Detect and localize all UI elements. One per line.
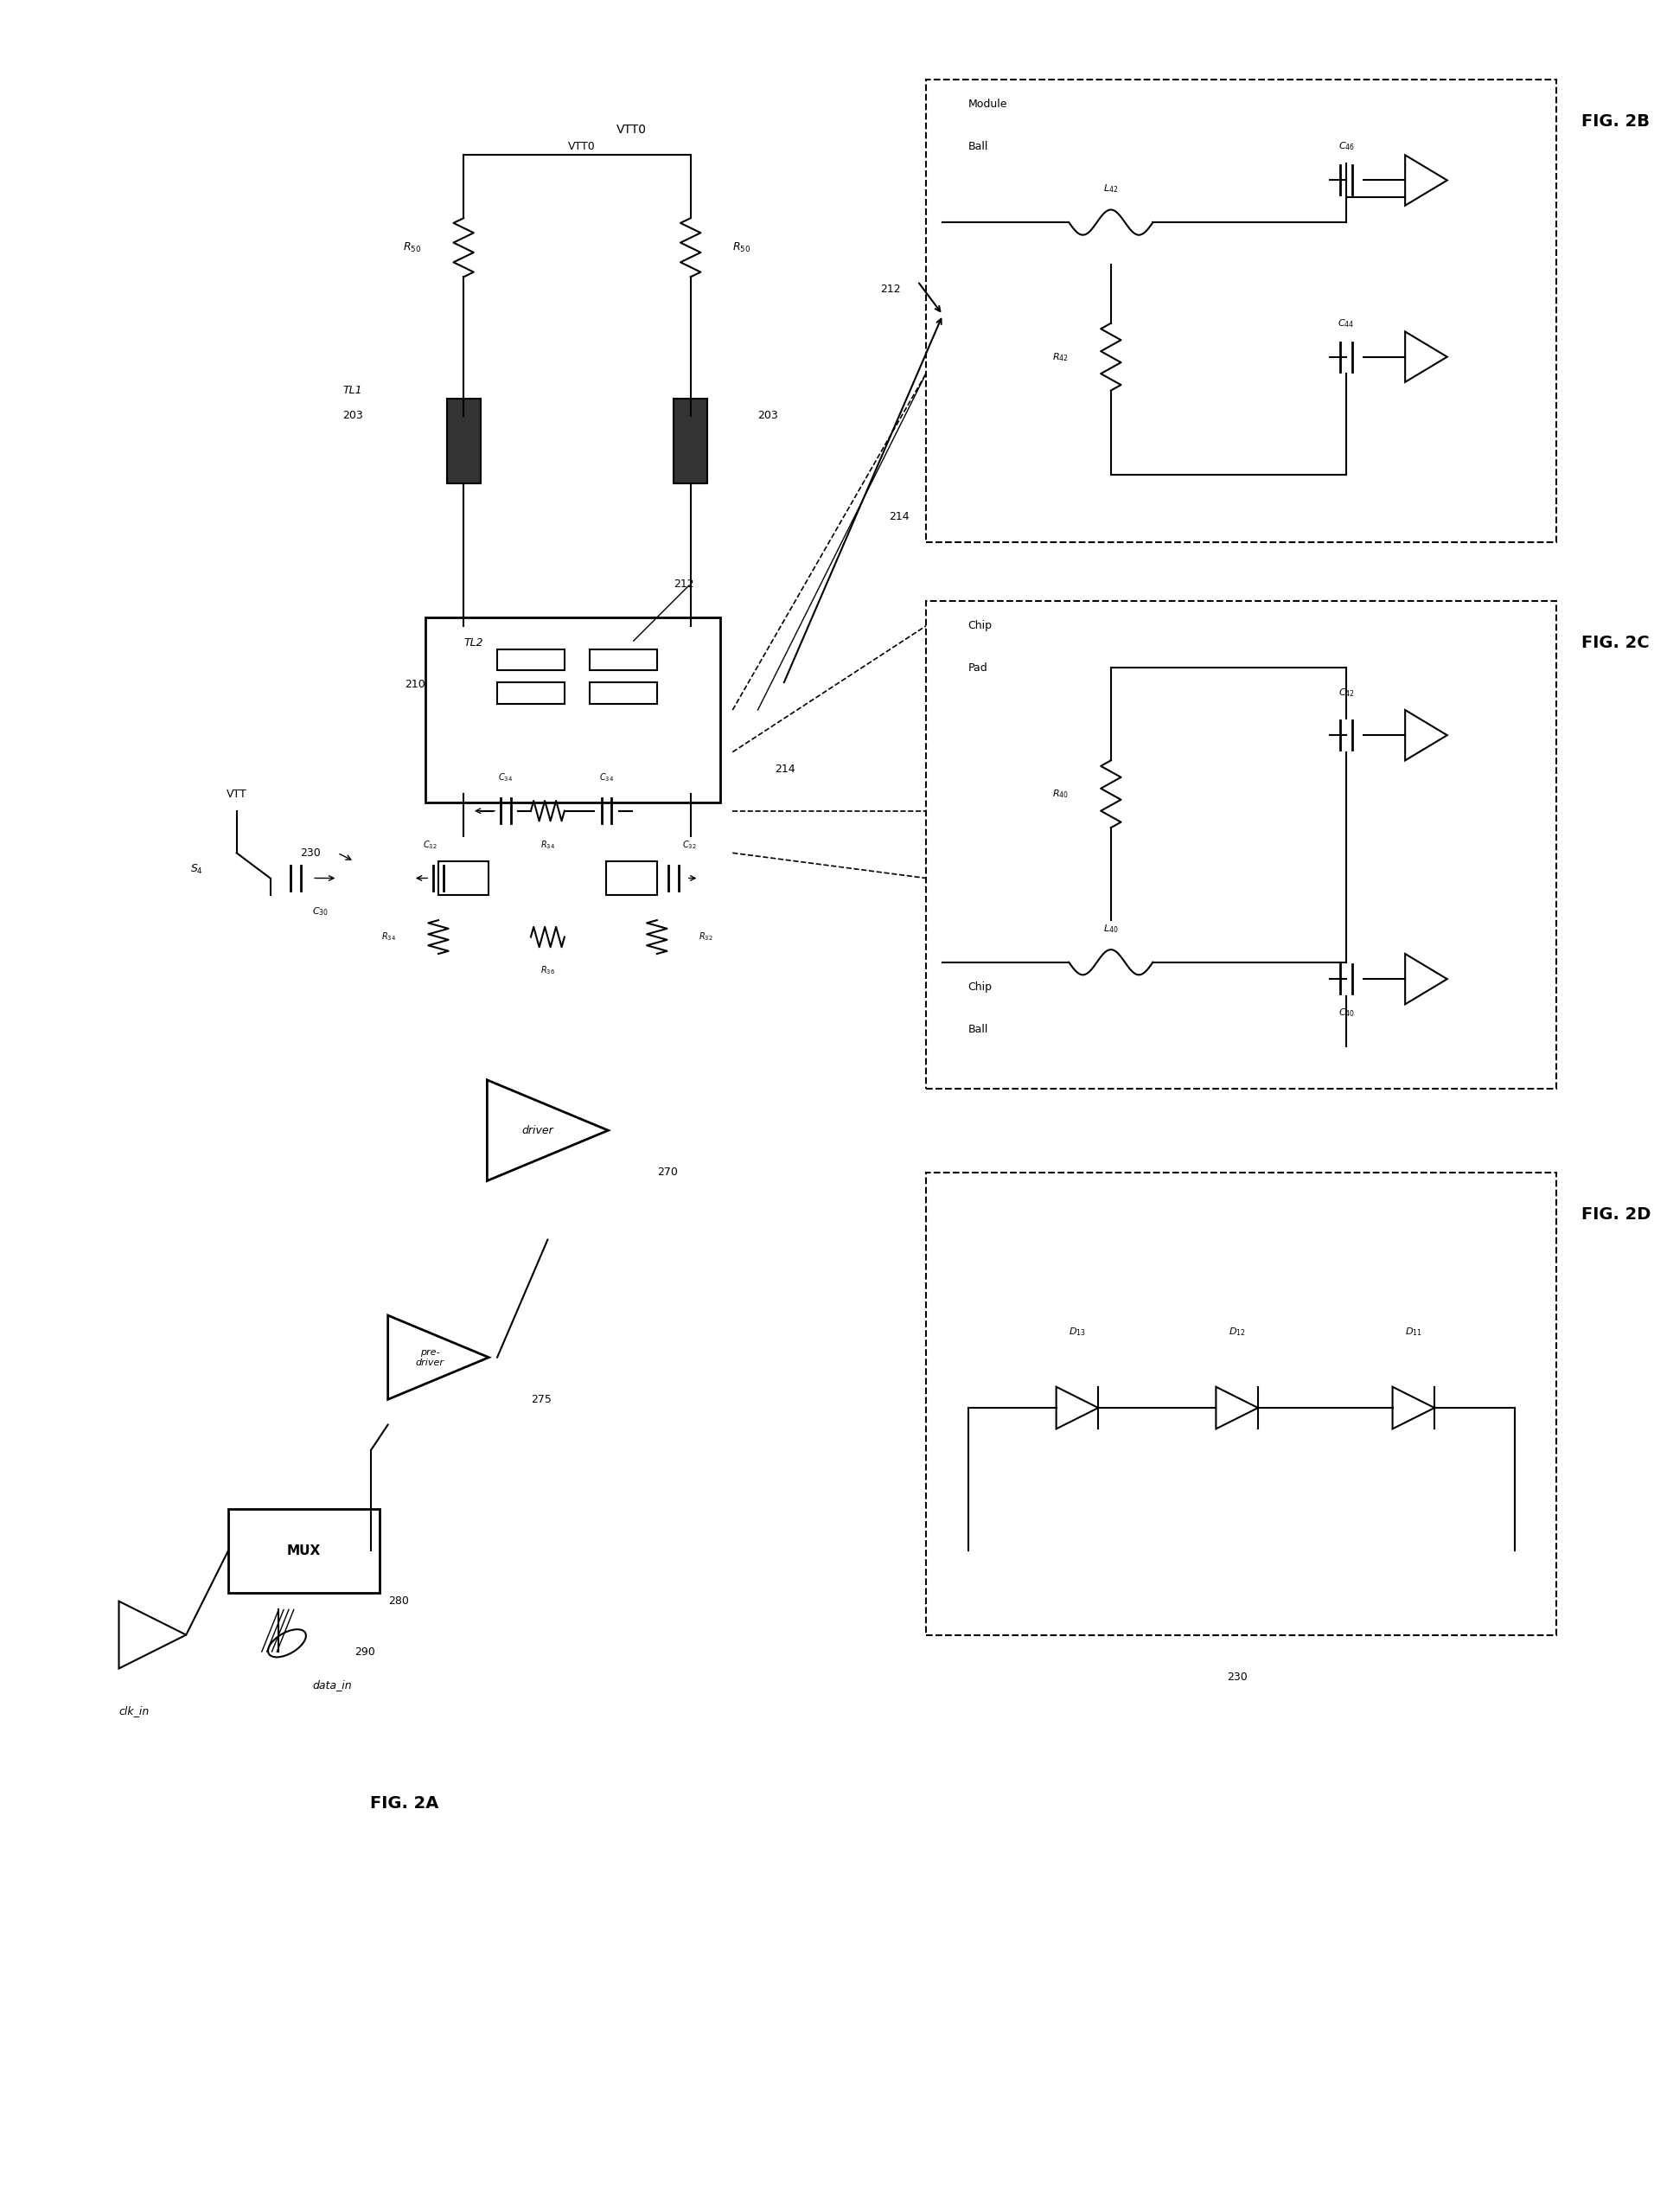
Text: MUX: MUX (286, 1544, 321, 1557)
Bar (926, 80, 1556, 542)
Text: $R_{50}$: $R_{50}$ (733, 241, 751, 254)
Polygon shape (1393, 1387, 1434, 1429)
Text: driver: driver (521, 1124, 554, 1137)
Text: $C_{32}$: $C_{32}$ (681, 838, 696, 849)
Text: 290: 290 (354, 1646, 375, 1657)
Text: FIG. 2C: FIG. 2C (1581, 635, 1649, 650)
Bar (673, 398, 708, 482)
Text: clk_in: clk_in (119, 1705, 149, 1717)
Text: Module: Module (968, 100, 1007, 111)
Bar (498, 648, 564, 670)
Polygon shape (1406, 155, 1447, 206)
Text: FIG. 2A: FIG. 2A (370, 1794, 438, 1812)
Text: 210: 210 (405, 679, 425, 690)
Text: $R_{42}$: $R_{42}$ (1052, 352, 1068, 363)
Text: $D_{13}$: $D_{13}$ (1068, 1327, 1085, 1338)
Text: 212: 212 (880, 283, 901, 294)
Bar (438, 860, 490, 896)
Bar (590, 684, 657, 703)
Text: 212: 212 (673, 577, 695, 588)
Text: 275: 275 (531, 1394, 551, 1405)
Text: Ball: Ball (968, 1024, 987, 1035)
Text: $C_{42}$: $C_{42}$ (1338, 688, 1355, 699)
Bar (498, 684, 564, 703)
Text: Ball: Ball (968, 142, 987, 153)
Text: Chip: Chip (968, 619, 992, 630)
Text: data_in: data_in (313, 1679, 352, 1690)
Text: $D_{11}$: $D_{11}$ (1404, 1327, 1422, 1338)
Text: 203: 203 (758, 409, 779, 420)
Text: $R_{50}$: $R_{50}$ (404, 241, 422, 254)
Text: $C_{30}$: $C_{30}$ (313, 905, 329, 918)
Text: $S_4$: $S_4$ (190, 863, 203, 876)
Text: TL1: TL1 (342, 385, 362, 396)
Text: Chip: Chip (968, 982, 992, 993)
Text: 214: 214 (888, 511, 910, 522)
Text: FIG. 2D: FIG. 2D (1581, 1206, 1651, 1223)
Text: $C_{40}$: $C_{40}$ (1338, 1006, 1355, 1020)
Bar (447, 398, 480, 482)
Text: $R_{34}$: $R_{34}$ (541, 838, 556, 849)
Text: $L_{42}$: $L_{42}$ (1103, 184, 1118, 195)
Text: VTT0: VTT0 (567, 142, 595, 153)
Polygon shape (1216, 1387, 1259, 1429)
Text: pre-
driver: pre- driver (415, 1347, 445, 1367)
Text: $C_{34}$: $C_{34}$ (599, 772, 614, 783)
Text: 230: 230 (299, 847, 321, 858)
Text: $C_{34}$: $C_{34}$ (498, 772, 513, 783)
Bar (926, 602, 1556, 1088)
Text: $C_{32}$: $C_{32}$ (423, 838, 437, 849)
Text: FIG. 2B: FIG. 2B (1581, 113, 1651, 131)
Text: $C_{44}$: $C_{44}$ (1338, 316, 1355, 330)
Text: Pad: Pad (968, 661, 987, 675)
Text: $D_{12}$: $D_{12}$ (1229, 1327, 1245, 1338)
Text: $R_{34}$: $R_{34}$ (382, 931, 397, 942)
Polygon shape (1406, 953, 1447, 1004)
Polygon shape (1406, 710, 1447, 761)
Text: $R_{40}$: $R_{40}$ (1052, 787, 1068, 801)
Polygon shape (1406, 332, 1447, 383)
Text: 214: 214 (774, 763, 796, 774)
Text: $R_{32}$: $R_{32}$ (700, 931, 713, 942)
Polygon shape (389, 1316, 490, 1400)
Text: VTT0: VTT0 (617, 124, 647, 135)
Text: 280: 280 (389, 1595, 409, 1606)
Polygon shape (1057, 1387, 1098, 1429)
Text: 270: 270 (657, 1166, 678, 1179)
Text: 230: 230 (1227, 1672, 1247, 1683)
Text: 203: 203 (342, 409, 362, 420)
Bar (590, 648, 657, 670)
Ellipse shape (268, 1630, 306, 1657)
Bar (425, 617, 719, 803)
Text: TL2: TL2 (463, 637, 483, 648)
Text: $R_{36}$: $R_{36}$ (541, 964, 556, 978)
Polygon shape (119, 1601, 187, 1668)
Text: VTT: VTT (227, 787, 246, 801)
Bar (926, 1172, 1556, 1635)
Polygon shape (488, 1079, 609, 1181)
Bar (228, 1509, 379, 1593)
Text: $C_{46}$: $C_{46}$ (1338, 142, 1355, 153)
Bar (607, 860, 657, 896)
Text: $L_{40}$: $L_{40}$ (1103, 922, 1118, 933)
